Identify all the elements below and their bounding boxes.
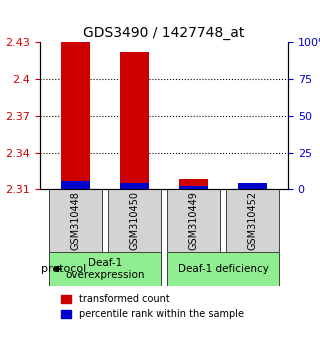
Text: Deaf-1
overexpression: Deaf-1 overexpression	[65, 258, 145, 280]
Text: protocol: protocol	[41, 264, 86, 274]
FancyBboxPatch shape	[167, 189, 220, 252]
Legend: transformed count, percentile rank within the sample: transformed count, percentile rank withi…	[57, 291, 248, 323]
Bar	[61, 42, 90, 189]
Text: GSM310448: GSM310448	[70, 191, 80, 250]
Bar	[61, 181, 90, 189]
Bar	[179, 185, 208, 189]
FancyBboxPatch shape	[226, 189, 279, 252]
Text: GSM310449: GSM310449	[188, 191, 198, 250]
Title: GDS3490 / 1427748_at: GDS3490 / 1427748_at	[83, 26, 245, 40]
FancyBboxPatch shape	[108, 189, 161, 252]
Text: GSM310452: GSM310452	[248, 191, 258, 250]
Text: GSM310450: GSM310450	[130, 191, 140, 250]
Bar	[238, 184, 267, 189]
Text: Deaf-1 deficiency: Deaf-1 deficiency	[178, 264, 268, 274]
FancyBboxPatch shape	[49, 189, 102, 252]
Bar	[179, 179, 208, 189]
Bar	[120, 52, 149, 189]
FancyBboxPatch shape	[49, 252, 161, 286]
Bar	[238, 183, 267, 189]
FancyBboxPatch shape	[167, 252, 279, 286]
Bar	[120, 183, 149, 189]
